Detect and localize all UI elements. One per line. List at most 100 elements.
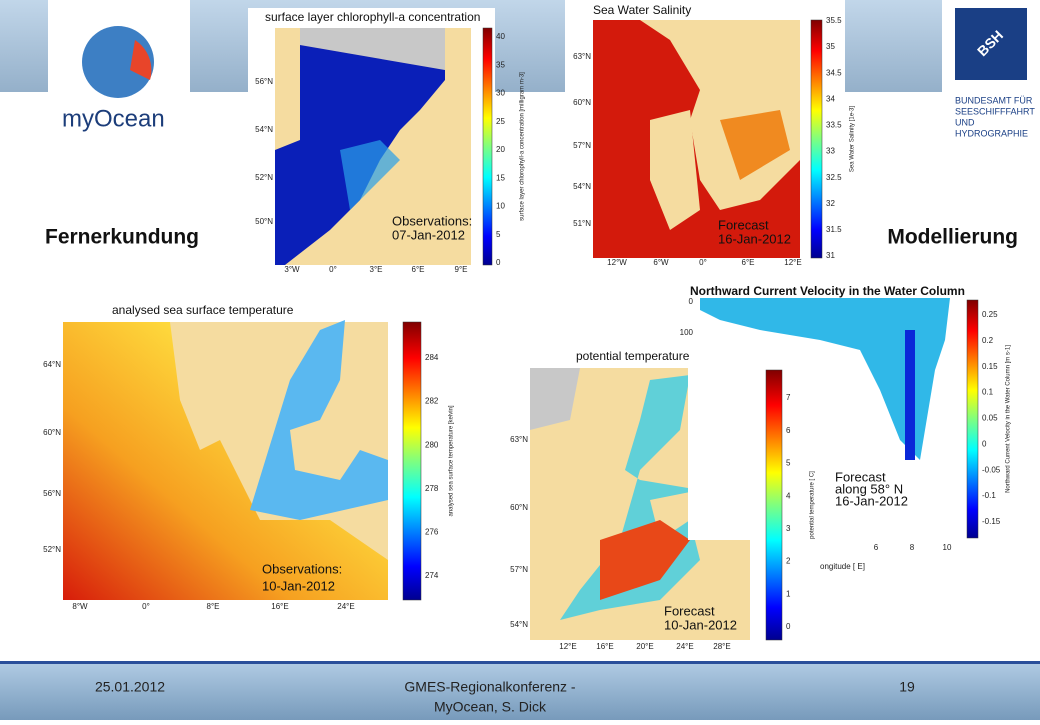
y-tick-label: 60°N (510, 503, 528, 512)
colorbar (402, 321, 422, 601)
bsh-name: HYDROGRAPHIE (955, 128, 1028, 138)
y-tick-label: 52°N (43, 545, 61, 554)
footer-photo (0, 662, 1040, 720)
map-annotation: 07-Jan-2012 (392, 227, 465, 242)
colorbar-tick: 282 (425, 397, 439, 406)
map-title: Sea Water Salinity (593, 3, 691, 17)
x-tick-label: 6°E (742, 258, 755, 267)
colorbar-tick: 2 (786, 557, 791, 566)
x-tick-label: 8°E (207, 602, 220, 611)
colorbar-tick: 34 (826, 94, 835, 103)
y-tick-label: 100 (680, 328, 694, 337)
colorbar-tick: 0.1 (982, 388, 994, 397)
y-tick-label: 63°N (573, 52, 591, 61)
y-tick-label: 56°N (43, 489, 61, 498)
x-tick-label: 6°W (653, 258, 669, 267)
x-tick-label: 12°W (607, 258, 627, 267)
no-data (300, 28, 445, 70)
x-tick-label: 12°E (784, 258, 801, 267)
colorbar-tick: 284 (425, 353, 439, 362)
map-annotation: 10-Jan-2012 (262, 578, 335, 593)
colorbar-tick: 33 (826, 147, 835, 156)
x-tick-label: 0° (142, 602, 150, 611)
bsh-mark (955, 8, 1027, 80)
colorbar-tick: 31 (826, 251, 835, 260)
y-tick-label: 60°N (573, 98, 591, 107)
map-annotation: 10-Jan-2012 (664, 617, 737, 632)
colorbar-tick: 1 (786, 589, 791, 598)
section-values (700, 298, 950, 460)
colorbar-tick: 276 (425, 528, 439, 537)
colorbar-label: Sea Water Salinity [1e-3] (850, 106, 856, 172)
colorbar-tick: -0.05 (982, 465, 1001, 474)
bsh-name: SEESCHIFFFAHRT (955, 106, 1035, 116)
y-tick-label: 56°N (255, 77, 273, 86)
x-tick-label: 20°E (636, 642, 653, 651)
colorbar-label: potential temperature [ C] (810, 471, 816, 539)
water (720, 110, 790, 180)
map-annotation: Forecast (664, 603, 715, 618)
x-tick-label: 8°W (72, 602, 88, 611)
footer-page: 19 (899, 679, 915, 695)
x-tick-label: 16°E (596, 642, 613, 651)
colorbar-tick: 274 (425, 571, 439, 580)
colorbar-tick: 32.5 (826, 173, 842, 182)
footer-event: GMES-Regionalkonferenz - (404, 679, 576, 695)
x-tick-label: 8 (910, 543, 915, 552)
x-axis-label: ongitude [ E] (820, 562, 865, 571)
colorbar-tick: 31.5 (826, 225, 842, 234)
colorbar-tick: 33.5 (826, 121, 842, 130)
colorbar-tick: 0.2 (982, 336, 994, 345)
x-tick-label: 6°E (412, 265, 425, 274)
colorbar-label: Northward Current Velocity in the Water … (1006, 345, 1012, 493)
section-label: Modellierung (887, 226, 1018, 249)
colorbar-tick: 25 (496, 117, 505, 126)
map-title: Northward Current Velocity in the Water … (690, 284, 965, 298)
y-tick-label: 57°N (573, 141, 591, 150)
x-tick-label: 12°E (559, 642, 576, 651)
y-tick-label: 54°N (573, 182, 591, 191)
map-annotation: Observations: (262, 561, 342, 576)
section-label: Fernerkundung (45, 226, 199, 249)
y-tick-label: 0 (689, 297, 694, 306)
y-tick-label: 60°N (43, 428, 61, 437)
y-tick-label: 50°N (255, 217, 273, 226)
y-tick-label: 54°N (255, 125, 273, 134)
colorbar-tick: 15 (496, 173, 505, 182)
colorbar-tick: 0.25 (982, 310, 998, 319)
colorbar-tick: 0.05 (982, 414, 998, 423)
x-tick-label: 0° (329, 265, 337, 274)
colorbar-label: analysed sea surface temperature [kelvin… (449, 405, 455, 516)
map-annotation: along 58° N (835, 481, 903, 496)
x-tick-label: 0° (699, 258, 707, 267)
map-title: surface layer chlorophyll-a concentratio… (265, 10, 480, 24)
water (600, 520, 690, 600)
colorbar-tick: 35 (496, 60, 505, 69)
colorbar-tick: 6 (786, 426, 791, 435)
colorbar-tick: 3 (786, 524, 791, 533)
footer-line (0, 661, 1040, 664)
x-tick-label: 3°E (370, 265, 383, 274)
globe-patch (130, 40, 152, 80)
colorbar-tick: 0 (982, 439, 987, 448)
colorbar-tick: 0 (496, 258, 501, 267)
x-tick-label: 6 (874, 543, 879, 552)
map-annotation: Forecast (718, 217, 769, 232)
bsh-name: UND (955, 117, 975, 127)
colorbar-tick: 10 (496, 202, 505, 211)
colorbar-tick: 0.15 (982, 362, 998, 371)
colorbar (765, 369, 783, 641)
colorbar-tick: 0 (786, 622, 791, 631)
colorbar (810, 19, 823, 259)
colorbar-tick: 30 (496, 89, 505, 98)
colorbar (966, 299, 979, 539)
x-tick-label: 3°W (284, 265, 300, 274)
logo-text: myOcean (62, 105, 165, 132)
colorbar-tick: 32 (826, 199, 835, 208)
footer-event: MyOcean, S. Dick (434, 699, 547, 715)
land (650, 110, 700, 230)
y-tick-label: 64°N (43, 360, 61, 369)
map-title: potential temperature (576, 349, 690, 363)
colorbar-tick: 40 (496, 32, 505, 41)
